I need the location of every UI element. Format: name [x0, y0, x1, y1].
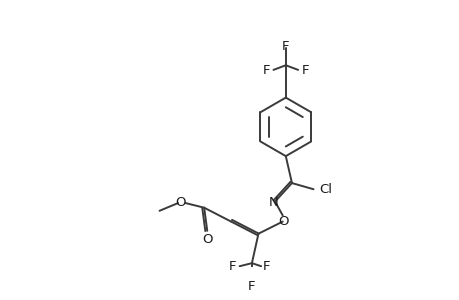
Text: O: O [175, 196, 185, 209]
Text: N: N [268, 196, 278, 209]
Text: F: F [262, 260, 270, 274]
Text: F: F [262, 64, 270, 77]
Text: O: O [278, 215, 288, 228]
Text: F: F [301, 64, 308, 77]
Text: F: F [281, 40, 289, 52]
Text: Cl: Cl [319, 183, 332, 196]
Text: F: F [229, 260, 236, 274]
Text: O: O [202, 233, 212, 246]
Text: F: F [248, 280, 255, 293]
